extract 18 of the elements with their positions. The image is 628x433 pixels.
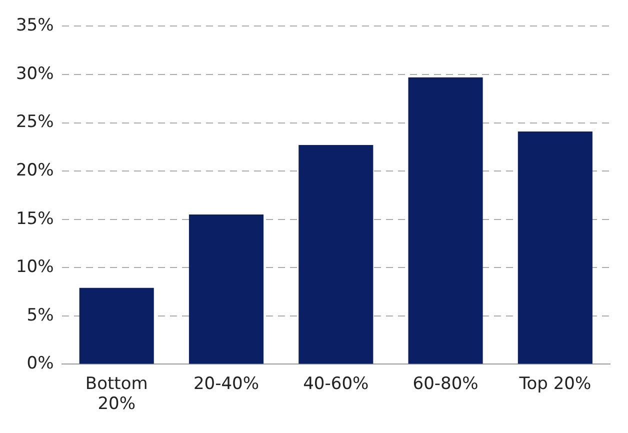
y-tick-label: 5% [26,305,54,326]
y-tick-label: 25% [16,112,54,132]
y-tick-label: 20% [16,160,54,180]
bar [79,288,154,364]
y-tick-label: 10% [16,257,54,278]
y-tick-label: 35% [16,16,54,36]
bar [188,214,264,364]
bar [298,144,374,364]
x-tick-label: Top 20% [518,374,592,394]
bar [408,77,483,364]
y-tick-label: 30% [16,64,54,84]
x-tick-label: 20-40% [193,374,260,394]
x-tick-label: 40-60% [303,374,369,394]
bar [518,131,592,364]
y-tick-label: 0% [26,354,54,374]
x-tick-label: 60-80% [412,374,478,394]
x-tick-label: Bottom 20% [85,374,148,414]
y-tick-label: 15% [16,208,54,229]
